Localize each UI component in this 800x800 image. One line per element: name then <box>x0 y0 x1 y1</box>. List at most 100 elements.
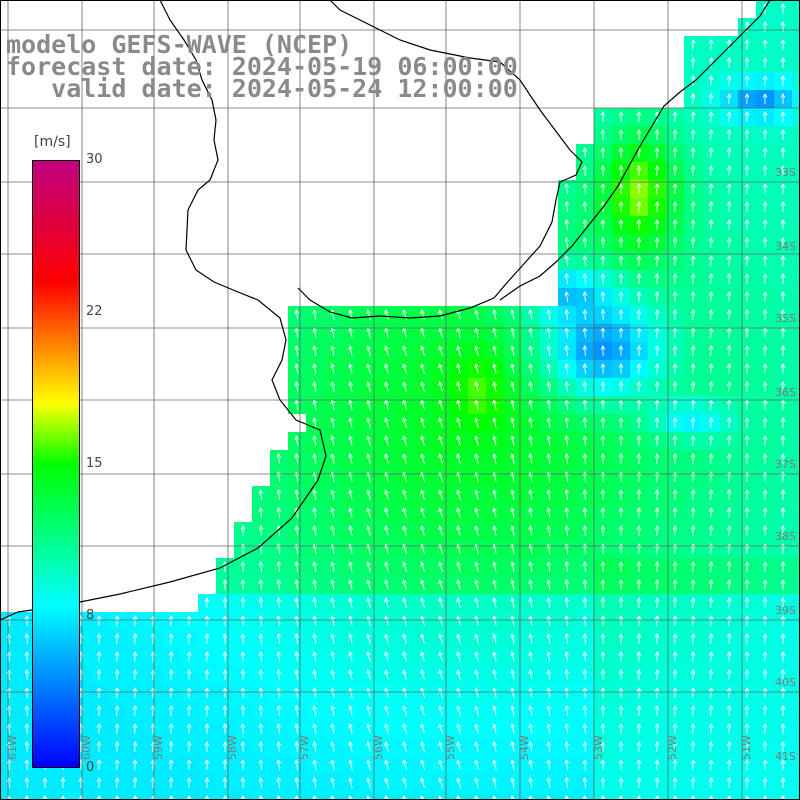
wind-arrow <box>672 579 678 591</box>
wind-arrow <box>564 705 570 717</box>
wind-arrow <box>690 723 696 735</box>
wind-arrow <box>186 669 192 681</box>
wind-arrow <box>780 579 786 590</box>
wind-arrow <box>330 723 335 734</box>
lat-label: 41S <box>775 750 796 763</box>
wind-arrow <box>510 597 515 608</box>
wind-arrow <box>348 687 353 699</box>
wind-arrow <box>780 165 786 176</box>
wind-arrow <box>366 345 371 356</box>
wind-arrow <box>546 633 552 644</box>
wind-arrow <box>438 453 443 464</box>
wind-arrow <box>348 795 353 800</box>
wind-arrow <box>510 651 515 662</box>
wind-arrow <box>546 705 552 716</box>
wind-arrow <box>312 507 317 518</box>
wind-arrow <box>492 633 497 644</box>
wind-arrow <box>528 597 533 608</box>
wind-arrow <box>708 57 714 69</box>
wind-arrow <box>420 507 425 518</box>
wind-arrow <box>672 453 678 465</box>
wind-arrow <box>618 309 624 321</box>
wind-arrow <box>420 525 425 536</box>
wind-arrow <box>96 687 102 699</box>
wind-arrow <box>510 669 515 680</box>
wind-arrow <box>618 777 624 789</box>
wind-arrow <box>258 741 264 753</box>
wind-arrow <box>762 651 768 663</box>
wind-arrow <box>456 633 461 644</box>
wind-arrow <box>258 633 264 645</box>
wind-arrow <box>636 561 642 573</box>
wind-arrow <box>690 129 696 141</box>
wind-arrow <box>780 417 786 428</box>
wind-arrow <box>654 651 660 663</box>
wind-arrow <box>780 723 786 734</box>
wind-arrow <box>240 525 246 537</box>
wind-arrow <box>330 669 335 680</box>
wind-speed-cell <box>324 792 342 800</box>
wind-arrow <box>312 633 317 644</box>
wind-arrow <box>6 651 12 663</box>
wind-arrow <box>492 705 497 716</box>
wind-arrow <box>708 651 714 663</box>
wind-arrow <box>258 579 264 591</box>
wind-arrow <box>744 669 750 681</box>
wind-arrow <box>762 435 768 447</box>
wind-arrow <box>582 219 588 231</box>
wind-arrow <box>744 381 750 393</box>
wind-arrow <box>150 669 156 681</box>
wind-arrow <box>222 759 228 771</box>
wind-arrow <box>636 723 642 735</box>
wind-speed-cell <box>792 144 800 162</box>
wind-arrow <box>762 489 768 501</box>
colorbar <box>32 160 80 768</box>
wind-arrow <box>330 453 335 464</box>
wind-speed-cell <box>396 792 414 800</box>
wind-arrow <box>708 345 714 357</box>
wind-arrow <box>726 453 732 465</box>
wind-arrow <box>366 723 371 734</box>
wind-arrow <box>438 777 443 788</box>
wind-arrow <box>708 381 714 393</box>
wind-arrow <box>24 795 30 800</box>
wind-arrow <box>402 435 407 446</box>
wind-arrow <box>744 39 750 51</box>
wind-arrow <box>204 615 210 627</box>
wind-arrow <box>312 723 317 734</box>
wind-speed-cell <box>486 792 504 800</box>
wind-arrow <box>222 705 228 717</box>
wind-arrow <box>618 219 624 231</box>
wind-speed-cell <box>450 792 468 800</box>
wind-arrow <box>690 111 696 123</box>
wind-arrow <box>744 777 750 789</box>
wind-arrow <box>348 561 353 573</box>
wind-arrow <box>762 93 768 105</box>
wind-arrow <box>456 417 461 428</box>
wind-arrow <box>492 345 497 356</box>
wind-arrow <box>708 75 714 87</box>
wind-arrow <box>618 579 624 591</box>
wind-arrow <box>582 147 588 159</box>
wind-arrow <box>690 579 696 591</box>
wind-arrow <box>762 633 768 645</box>
wind-arrow <box>474 381 479 392</box>
wind-arrow <box>330 561 335 572</box>
wind-arrow <box>456 777 461 788</box>
wind-arrow <box>654 597 660 609</box>
wind-arrow <box>6 687 12 699</box>
wind-arrow <box>636 273 642 285</box>
wind-arrow <box>132 777 138 789</box>
wind-arrow <box>600 183 606 195</box>
wind-speed-cell <box>468 792 486 800</box>
wind-arrow <box>366 597 371 608</box>
wind-arrow <box>114 633 120 645</box>
wind-arrow <box>564 381 570 393</box>
wind-arrow <box>600 381 606 393</box>
wind-arrow <box>384 615 389 626</box>
wind-arrow <box>492 687 497 698</box>
wind-arrow <box>672 525 678 537</box>
wind-arrow <box>762 273 768 285</box>
wind-arrow <box>600 579 606 591</box>
wind-arrow <box>114 651 120 663</box>
